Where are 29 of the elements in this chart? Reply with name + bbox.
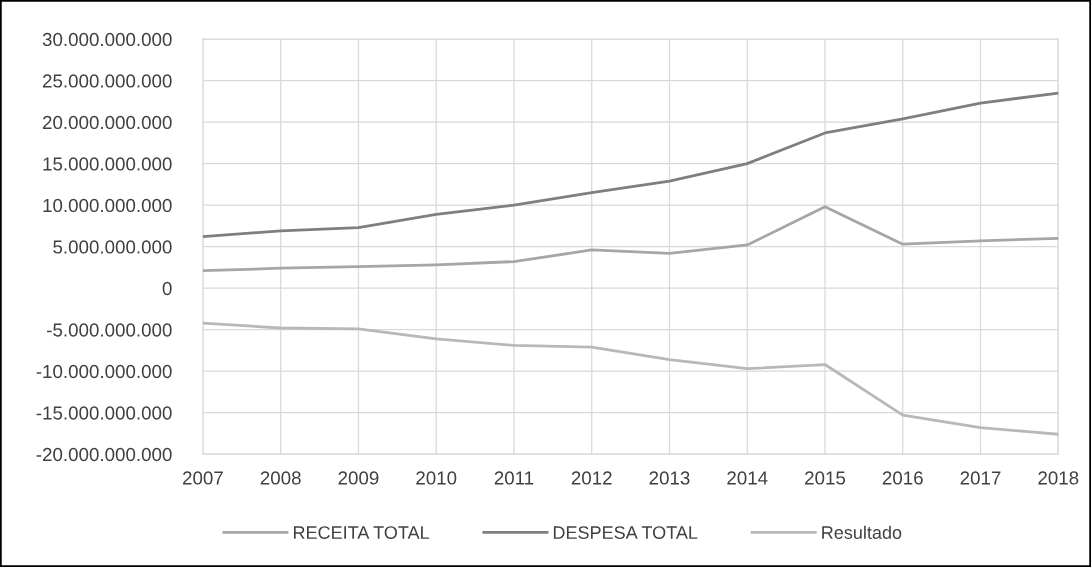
y-tick-label: 15.000.000.000 (43, 157, 172, 171)
y-tick-label: 0 (162, 281, 172, 296)
line-series (202, 321, 1059, 436)
line-series (202, 91, 1059, 239)
x-tick-label: 2012 (571, 471, 612, 485)
x-tick-label: 2013 (649, 471, 690, 485)
y-tick-label: 5.000.000.000 (53, 240, 172, 254)
x-tick-label: 2009 (338, 471, 379, 485)
x-tick-label: 2007 (183, 471, 223, 485)
y-tick-label: 20.000.000.000 (42, 115, 172, 130)
legend-label: Resultado (822, 525, 902, 539)
x-tick-label: 2011 (494, 471, 534, 485)
legend-label: RECEITA TOTAL (293, 526, 430, 539)
y-tick-label: -5.000.000.000 (47, 323, 172, 337)
legend-label: DESPESA TOTAL (553, 526, 698, 539)
y-tick-label: 25.000.000.000 (42, 74, 172, 88)
line-series (202, 205, 1059, 273)
x-tick-label: 2018 (1038, 471, 1079, 485)
y-tick-label: -15.000.000.000 (36, 406, 172, 420)
y-tick-label: 10.000.000.000 (43, 198, 172, 213)
x-tick-label: 2010 (416, 471, 457, 485)
y-tick-label: -10.000.000.000 (36, 364, 172, 379)
y-tick-label: 30.000.000.000 (42, 32, 172, 47)
x-tick-label: 2016 (882, 471, 923, 485)
x-tick-label: 2014 (727, 471, 768, 485)
x-tick-label: 2008 (260, 471, 301, 485)
x-tick-label: 2017 (960, 471, 1001, 485)
y-tick-label: -20.000.000.000 (36, 447, 172, 462)
x-tick-label: 2015 (805, 471, 846, 485)
